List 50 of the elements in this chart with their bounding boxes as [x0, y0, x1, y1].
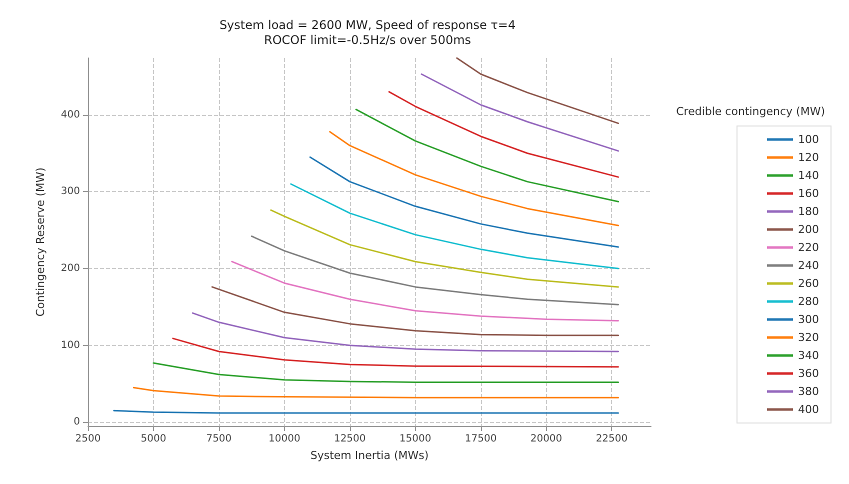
legend-title: Credible contingency (MW)	[676, 105, 826, 118]
legend-label: 240	[798, 259, 820, 272]
y-tick-label: 300	[60, 186, 80, 198]
y-tick-label: 100	[60, 340, 80, 351]
legend-label: 280	[798, 295, 820, 308]
line-series	[309, 156, 620, 248]
line-series	[420, 73, 620, 152]
line-series	[290, 183, 620, 270]
y-tick-label: 0	[74, 416, 80, 428]
legend-label: 360	[798, 367, 820, 380]
y-axis-title: Contingency Reserve (MW)	[34, 167, 47, 317]
x-tick-label: 2500	[75, 434, 101, 444]
legend-label: 140	[798, 169, 820, 182]
y-tick-label: 200	[60, 263, 80, 274]
x-tick-label: 7500	[206, 434, 232, 444]
line-series	[270, 209, 620, 288]
legend-label: 300	[798, 313, 820, 326]
legend-label: 120	[798, 151, 820, 164]
line-series	[211, 286, 620, 336]
legend-label: 220	[798, 241, 820, 254]
chart-title: System load = 2600 MW, Speed of response τ=4	[219, 18, 516, 32]
line-series	[329, 131, 620, 226]
legend-label: 340	[798, 349, 820, 362]
line-series	[250, 235, 620, 306]
x-tick-label: 20000	[530, 434, 562, 444]
legend-label: 180	[798, 205, 820, 218]
y-tick-label: 400	[60, 109, 80, 120]
legend-label: 160	[798, 187, 820, 200]
legend-label: 400	[798, 403, 820, 416]
x-axis-title: System Inertia (MWs)	[310, 449, 429, 462]
x-tick-label: 17500	[464, 434, 497, 444]
legend-label: 200	[798, 223, 820, 236]
legend-label: 320	[798, 331, 820, 344]
x-tick-label: 10000	[268, 434, 300, 444]
line-series	[355, 108, 620, 202]
x-tick-label: 22500	[596, 434, 628, 444]
legend-label: 260	[798, 277, 820, 290]
line-series	[388, 91, 620, 178]
x-tick-label: 12500	[334, 434, 366, 444]
legend-label: 380	[798, 385, 820, 398]
legend-label: 100	[798, 133, 820, 146]
line-series	[152, 362, 620, 383]
x-tick-label: 5000	[140, 434, 166, 444]
x-tick-label: 15000	[399, 434, 432, 444]
line-series	[456, 57, 620, 124]
chart-subtitle: ROCOF limit=-0.5Hz/s over 500ms	[264, 33, 472, 47]
line-series	[192, 312, 620, 352]
line-series	[132, 386, 620, 398]
line-series	[172, 338, 620, 368]
line-series	[231, 260, 620, 322]
